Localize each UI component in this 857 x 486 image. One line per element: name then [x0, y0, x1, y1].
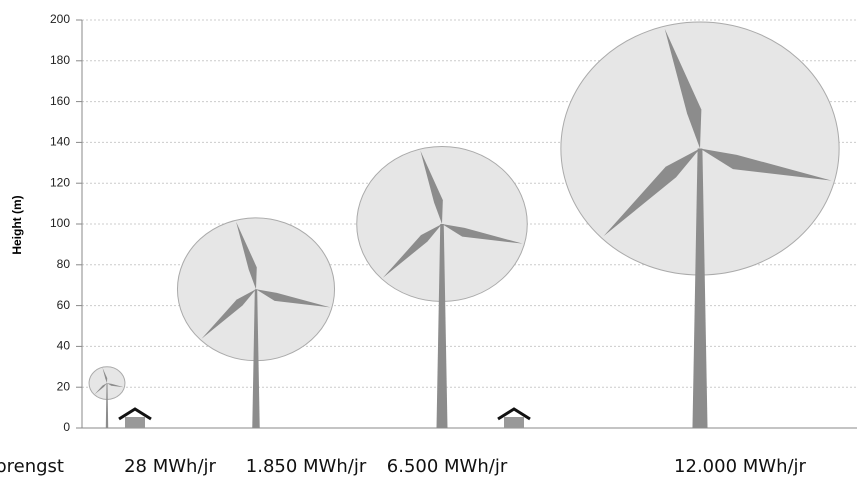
x-tick-label: 6.500 MWh/jr — [387, 456, 508, 477]
x-axis-label: Opbrengst — [0, 456, 64, 477]
plot: 0 20 40 60 80 100 120 140 160 180 200 28 MWh/jr 1.85… — [50, 12, 857, 477]
y-tick-label: 160 — [50, 94, 70, 108]
y-tick-label: 100 — [50, 216, 70, 230]
y-tick-label: 120 — [50, 175, 70, 189]
y-tick-label: 80 — [57, 257, 71, 271]
y-axis-label: Height (m) — [10, 195, 24, 254]
chart: 0 20 40 60 80 100 120 140 160 180 200 28 MWh/jr 1.85… — [0, 0, 857, 481]
y-tick-label: 0 — [63, 420, 70, 434]
y-tick-label: 180 — [50, 53, 70, 67]
x-tick-label: 28 MWh/jr — [124, 456, 216, 477]
y-tick-label: 40 — [57, 339, 71, 353]
house — [498, 409, 530, 428]
x-tick-label: 12.000 MWh/jr — [674, 456, 807, 477]
x-tick-label: 1.850 MWh/jr — [246, 456, 367, 477]
y-tick-label: 20 — [57, 379, 71, 393]
y-tick-label: 140 — [50, 135, 70, 149]
house — [119, 409, 151, 428]
y-tick-label: 200 — [50, 12, 70, 26]
y-tick-label: 60 — [57, 298, 71, 312]
